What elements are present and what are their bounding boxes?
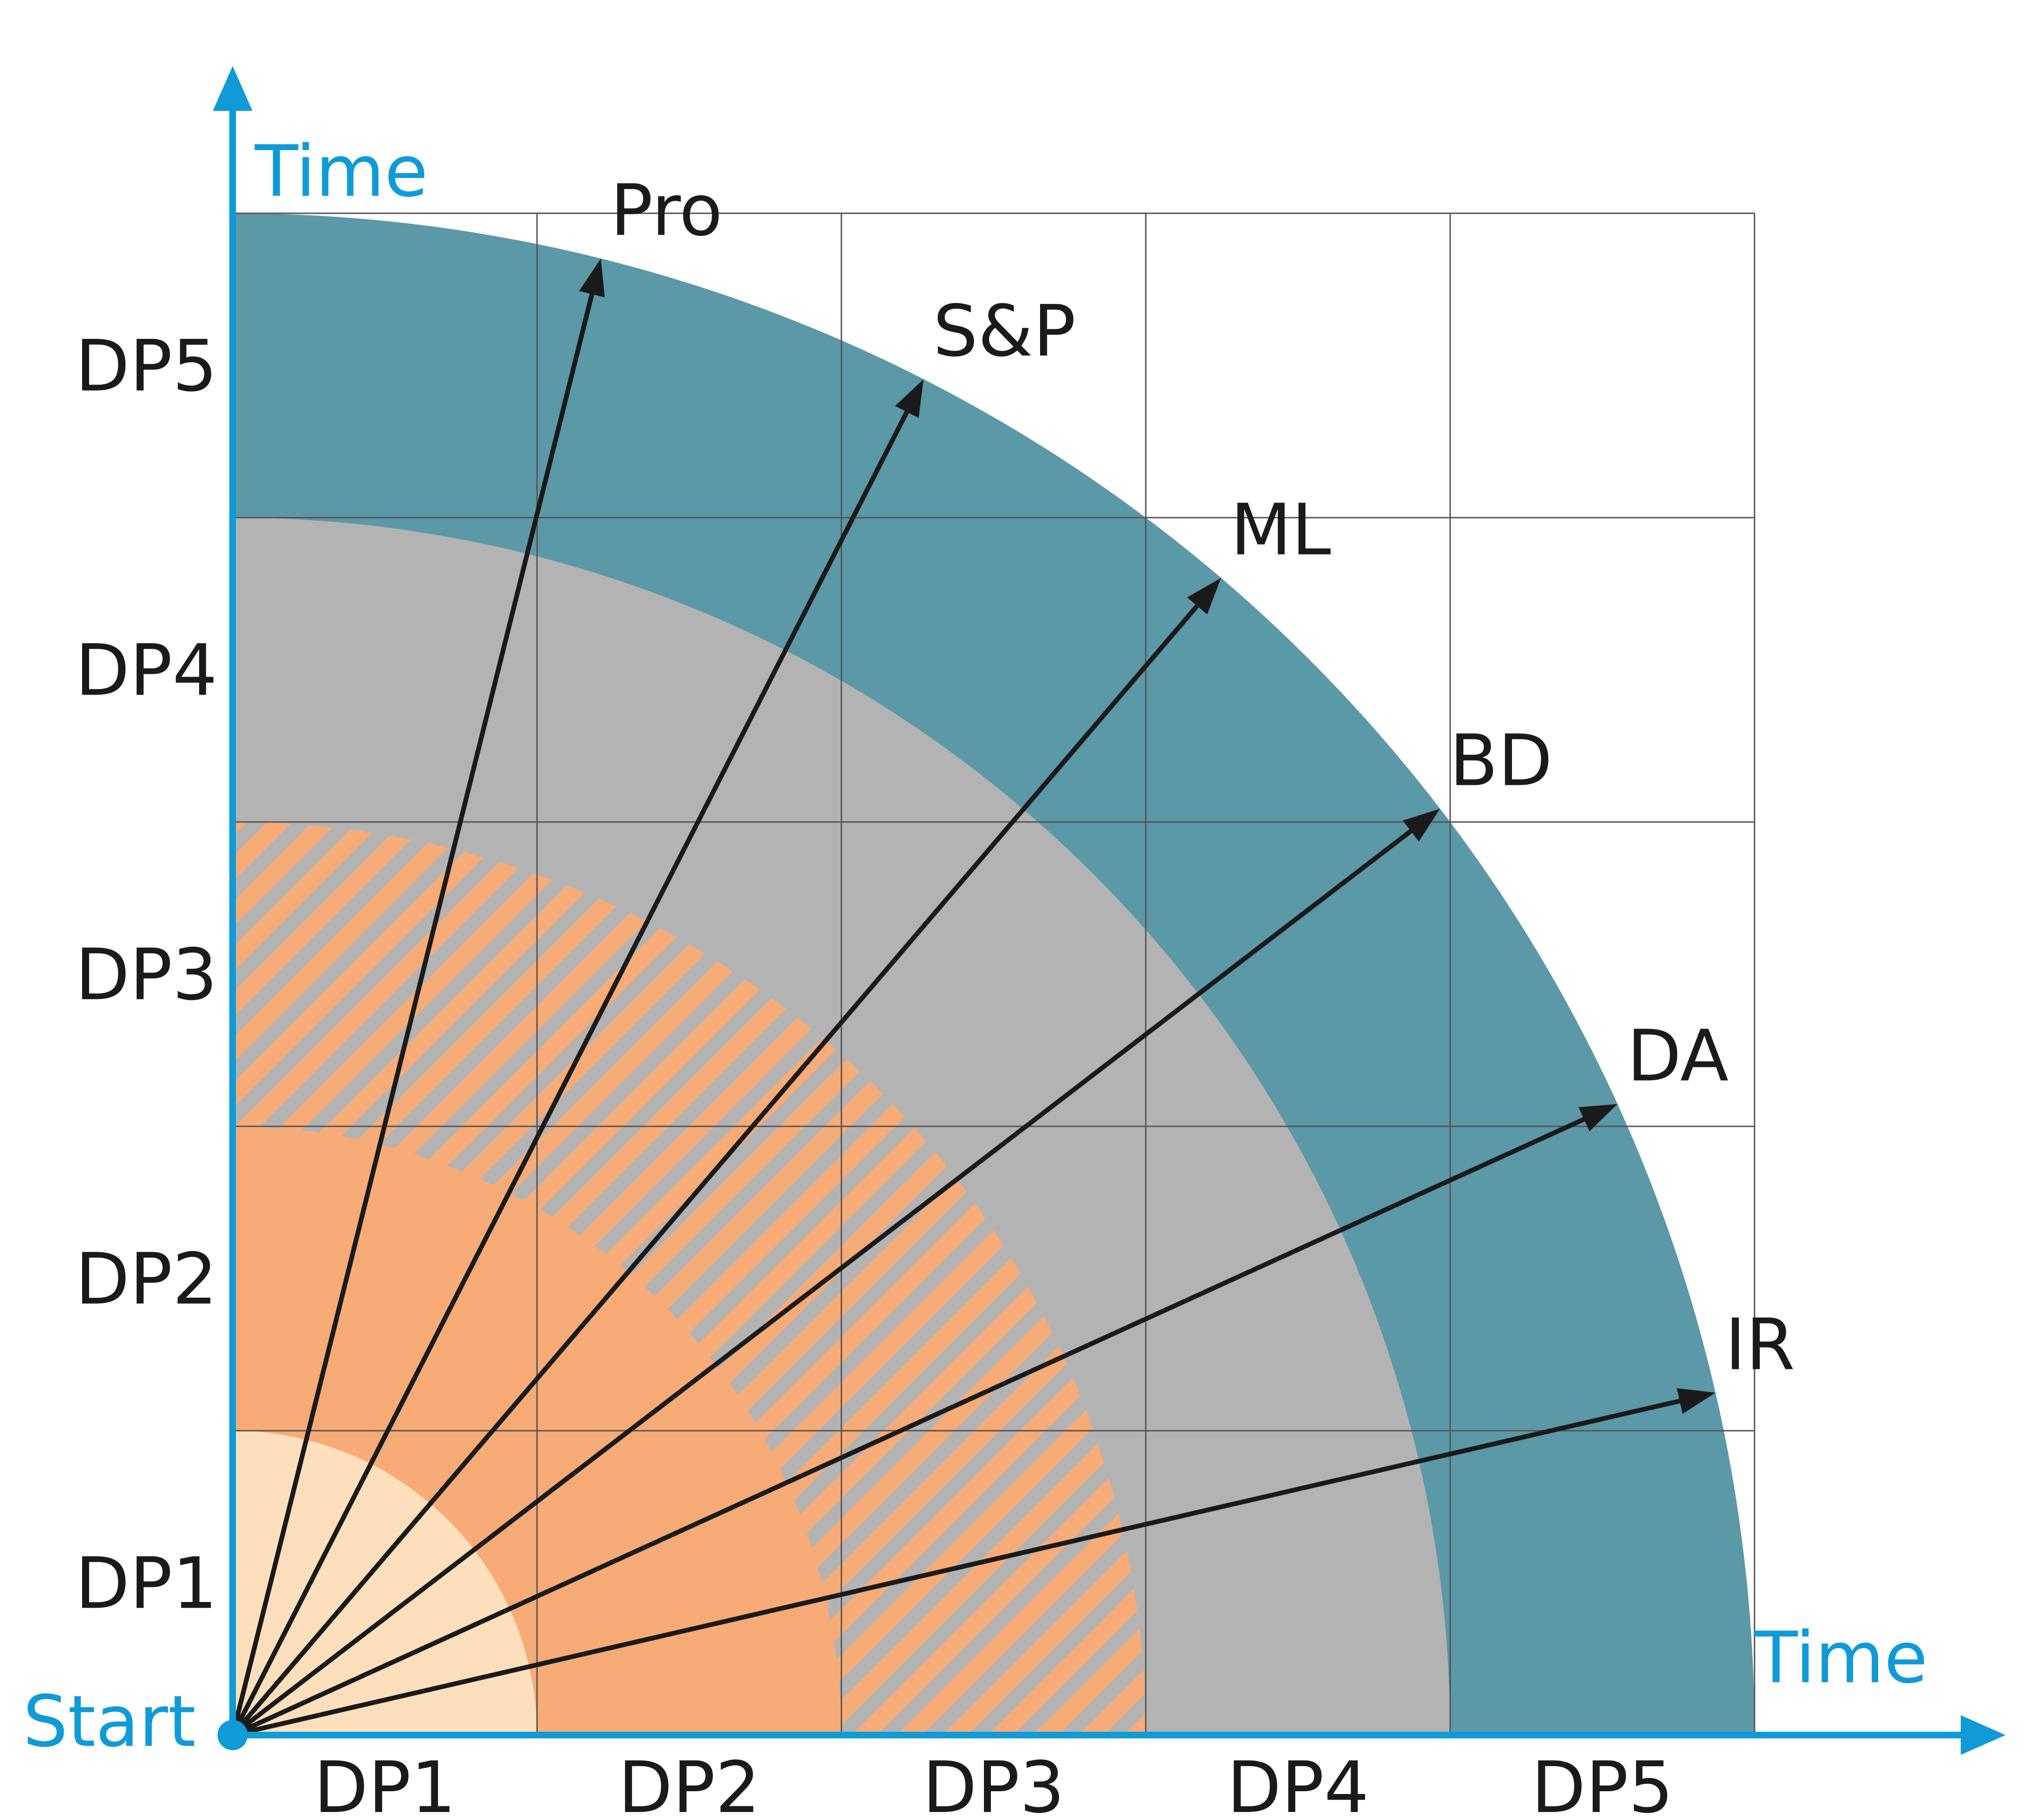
vector-shaft [230, 411, 909, 1736]
y-level-label: DP3 [75, 934, 217, 1016]
y-axis-arrowhead [213, 66, 252, 111]
vector-label: ML [1230, 489, 1331, 571]
x-axis-title: Time [1754, 1617, 1928, 1699]
vector-shaft [230, 294, 595, 1736]
y-axis-level-labels: DP1 DP2 DP3 DP4 DP5 [75, 326, 217, 1625]
vector-da: DA [231, 1015, 1729, 1737]
vector-label: DA [1627, 1015, 1729, 1098]
arrowhead [1677, 1388, 1716, 1414]
band-dp1 [233, 1431, 537, 1735]
arrowhead [1402, 808, 1440, 842]
y-level-label: DP5 [75, 326, 217, 408]
vector-pro: Pro [230, 170, 722, 1736]
vector-label: S&P [933, 291, 1076, 373]
arrowhead [895, 379, 924, 418]
vector-ir: IR [232, 1304, 1795, 1737]
vectors: Pro S&P ML BD DA IR [230, 170, 1795, 1737]
axes [213, 66, 2006, 1755]
vector-shaft [231, 604, 1199, 1737]
x-level-label: DP5 [1531, 1747, 1673, 1820]
grid-lines [233, 212, 1755, 1735]
y-level-label: DP1 [75, 1543, 217, 1625]
arrowhead [579, 258, 605, 298]
y-axis-title: Time [254, 131, 428, 213]
vector-label: BD [1450, 720, 1553, 802]
origin-label: Start [23, 1681, 196, 1763]
x-level-label: DP2 [618, 1747, 760, 1820]
vector-shaft [232, 1399, 1680, 1737]
x-axis-level-labels: DP1 DP2 DP3 DP4 DP5 [314, 1747, 1673, 1820]
x-level-label: DP4 [1227, 1747, 1369, 1820]
level-bands [233, 213, 1755, 1735]
y-level-label: DP2 [75, 1239, 217, 1321]
vector-ml: ML [231, 489, 1331, 1737]
vector-bd: BD [231, 720, 1553, 1737]
vector-sp: S&P [230, 291, 1076, 1736]
arrowhead [1187, 578, 1221, 615]
vector-shaft [231, 829, 1412, 1737]
x-level-label: DP1 [314, 1747, 456, 1820]
y-level-label: DP4 [75, 630, 217, 712]
vector-shaft [231, 1117, 1585, 1737]
origin-dot [218, 1720, 248, 1750]
vector-label: Pro [610, 170, 722, 252]
vector-label: IR [1725, 1304, 1795, 1386]
x-level-label: DP3 [923, 1747, 1065, 1820]
arrowhead [1579, 1104, 1618, 1132]
x-axis-arrowhead [1961, 1715, 2006, 1755]
